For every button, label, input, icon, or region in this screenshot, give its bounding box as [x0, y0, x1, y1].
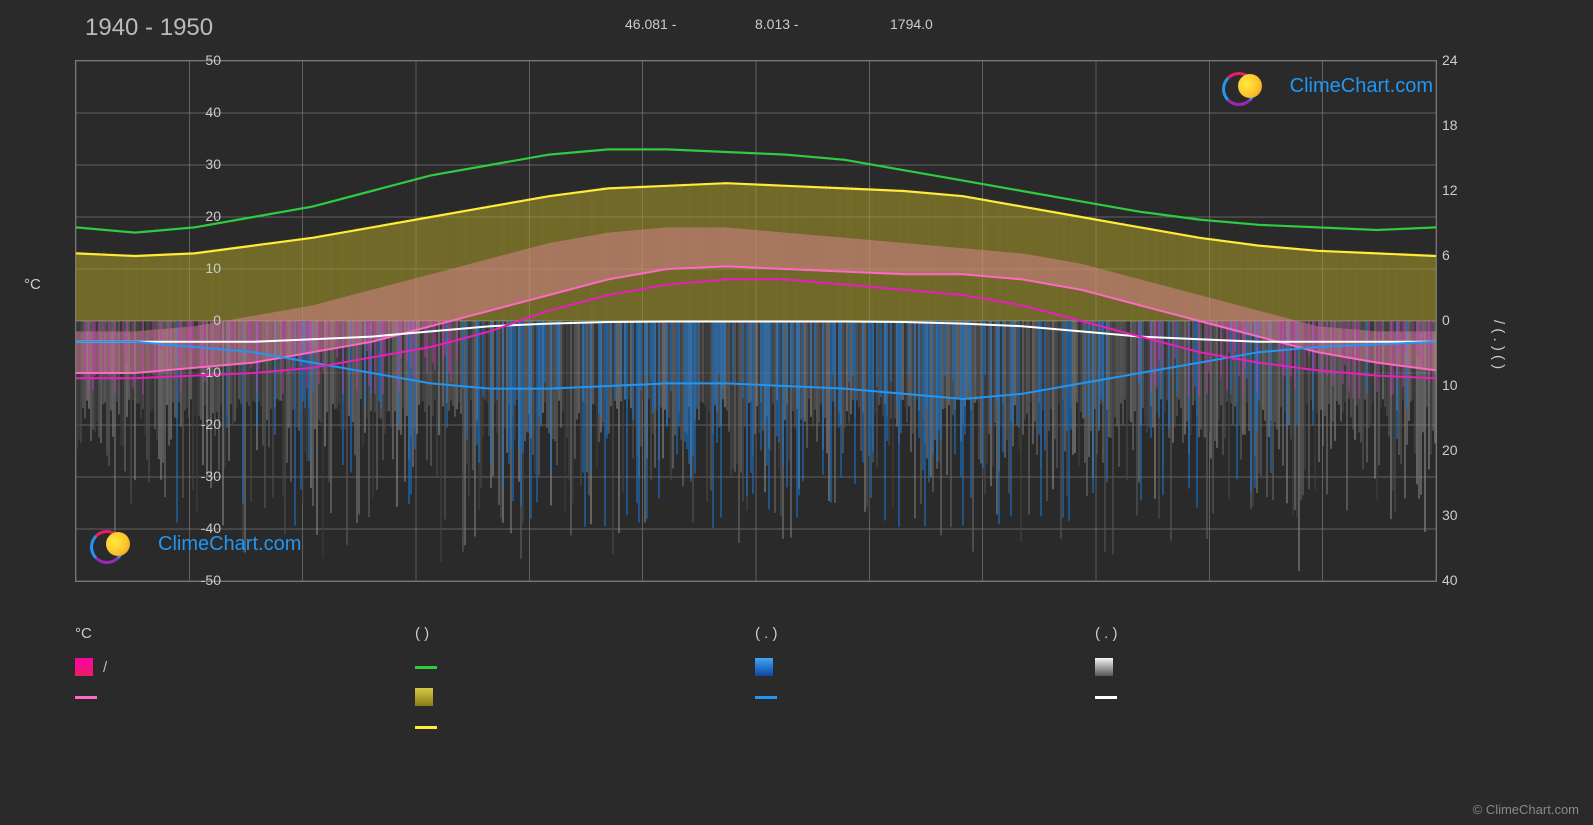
y-axis-left-title: °C — [24, 276, 41, 293]
y-left-tick: -10 — [181, 364, 221, 380]
coord-lat: 46.081 - — [625, 16, 676, 32]
legend-swatch — [1095, 696, 1117, 699]
legend-swatch — [75, 696, 97, 699]
copyright-text: © ClimeChart.com — [1473, 802, 1579, 817]
legend-header: ( ) — [415, 625, 755, 642]
y-left-tick: 30 — [181, 156, 221, 172]
legend-label: / — [103, 659, 107, 676]
legend-swatch — [1095, 658, 1113, 676]
y-right-tick: 20 — [1442, 442, 1482, 458]
y-right-tick: 30 — [1442, 507, 1482, 523]
legend-item — [755, 688, 1095, 706]
legend-column: ( ) — [415, 625, 755, 736]
legend-item — [1095, 688, 1435, 706]
y-left-tick: 40 — [181, 104, 221, 120]
y-right-tick: 6 — [1442, 247, 1482, 263]
legend-item — [415, 718, 755, 736]
y-right-tick: 18 — [1442, 117, 1482, 133]
y-right-tick: 0 — [1442, 312, 1482, 328]
chart-plot-area — [75, 60, 1437, 582]
legend-header: ( . ) — [755, 625, 1095, 642]
elevation: 1794.0 — [890, 16, 933, 32]
legend-column: ( . ) — [1095, 625, 1435, 736]
legend-item: / — [75, 658, 415, 676]
y-left-tick: -20 — [181, 416, 221, 432]
y-right-tick: 10 — [1442, 377, 1482, 393]
y-left-tick: 0 — [181, 312, 221, 328]
legend-column: °C / — [75, 625, 415, 736]
legend-swatch — [415, 688, 433, 706]
legend-header: ( . ) — [1095, 625, 1435, 642]
y-left-tick: -40 — [181, 520, 221, 536]
year-range-title: 1940 - 1950 — [85, 14, 213, 42]
legend-swatch — [415, 666, 437, 669]
legend: °C/( )( . )( . ) — [75, 625, 1435, 736]
legend-column: ( . ) — [755, 625, 1095, 736]
y-axis-right-title: / ( . ) ( ) — [1490, 320, 1507, 369]
legend-item — [1095, 658, 1435, 676]
y-left-tick: -50 — [181, 572, 221, 588]
y-right-tick: 24 — [1442, 52, 1482, 68]
coord-lon: 8.013 - — [755, 16, 799, 32]
y-right-tick: 40 — [1442, 572, 1482, 588]
logo-text-top: ClimeChart.com — [1290, 75, 1433, 98]
y-left-tick: 20 — [181, 208, 221, 224]
logo-top: ClimeChart.com — [1222, 72, 1433, 100]
legend-header: °C — [75, 625, 415, 642]
logo-text-bottom: ClimeChart.com — [158, 533, 301, 556]
y-right-tick: 12 — [1442, 182, 1482, 198]
legend-swatch — [75, 658, 93, 676]
legend-swatch — [755, 658, 773, 676]
legend-swatch — [755, 696, 777, 699]
legend-item — [415, 688, 755, 706]
y-left-tick: -30 — [181, 468, 221, 484]
y-left-tick: 10 — [181, 260, 221, 276]
chart-svg — [76, 61, 1436, 581]
legend-swatch — [415, 726, 437, 729]
legend-item — [415, 658, 755, 676]
legend-item — [75, 688, 415, 706]
legend-item — [755, 658, 1095, 676]
y-left-tick: 50 — [181, 52, 221, 68]
